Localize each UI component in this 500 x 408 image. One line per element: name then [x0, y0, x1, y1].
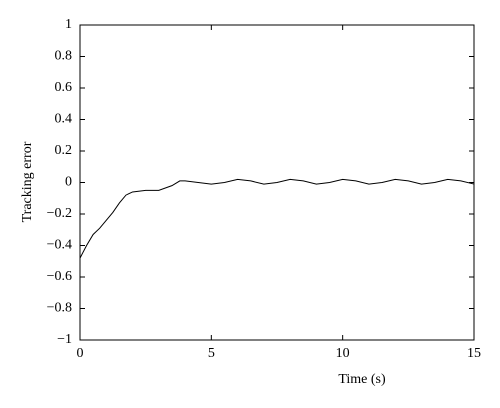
y-tick-label: −0.8	[47, 301, 72, 316]
x-tick-label: 15	[467, 346, 481, 361]
x-axis-label: Time (s)	[338, 372, 386, 387]
y-tick-label: −0.6	[47, 269, 72, 284]
y-tick-label: −0.4	[47, 238, 72, 253]
y-tick-label: −1	[57, 332, 72, 347]
y-axis-label: Tracking error	[20, 141, 35, 222]
y-tick-label: −0.2	[47, 206, 72, 221]
y-tick-label: 1	[65, 17, 72, 32]
data-line	[79, 178, 475, 259]
x-tick-label: 5	[208, 346, 215, 361]
y-tick-label: 0	[65, 175, 72, 190]
x-tick-label: 10	[336, 346, 350, 361]
y-tick-label: 0.8	[55, 49, 73, 64]
y-tick-label: 0.4	[55, 112, 73, 127]
y-tick-label: 0.6	[55, 80, 73, 95]
y-tick-label: 0.2	[55, 143, 73, 158]
x-tick-label: 0	[77, 346, 84, 361]
